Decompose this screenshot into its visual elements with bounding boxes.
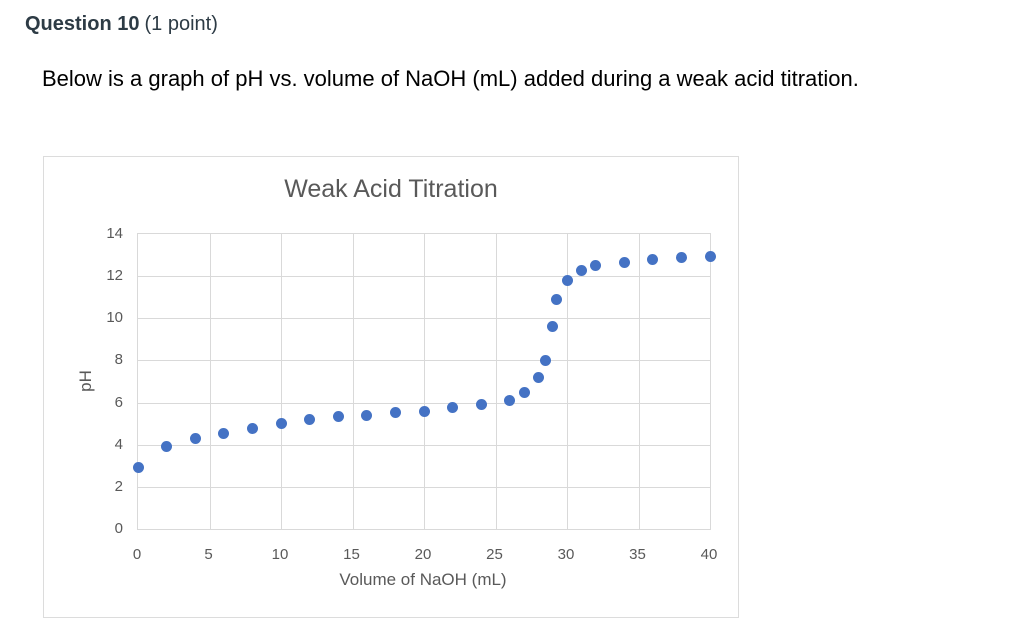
data-point bbox=[275, 418, 287, 430]
data-point bbox=[132, 462, 144, 474]
data-point bbox=[675, 251, 687, 263]
y-tick-label: 14 bbox=[106, 225, 123, 242]
y-axis-title-text: pH bbox=[75, 369, 95, 392]
data-point bbox=[551, 293, 563, 305]
data-point bbox=[704, 250, 716, 262]
horizontal-gridline bbox=[138, 402, 710, 404]
data-point bbox=[518, 386, 530, 398]
vertical-gridline bbox=[352, 234, 354, 529]
data-point bbox=[218, 427, 230, 439]
x-tick-label: 10 bbox=[271, 546, 289, 563]
horizontal-gridline bbox=[138, 360, 710, 362]
question-header: Question 10 (1 point) bbox=[25, 13, 218, 36]
y-tick-label: 6 bbox=[114, 393, 123, 411]
data-point bbox=[447, 402, 459, 414]
vertical-gridline bbox=[638, 234, 640, 529]
vertical-gridline bbox=[567, 234, 568, 529]
y-tick-label: 10 bbox=[106, 309, 123, 327]
x-tick-label: 20 bbox=[414, 546, 432, 563]
data-point bbox=[575, 265, 587, 277]
x-tick-label: 5 bbox=[204, 546, 213, 563]
data-point bbox=[590, 260, 602, 272]
data-point bbox=[361, 409, 373, 421]
data-point bbox=[532, 371, 544, 383]
data-point bbox=[418, 405, 430, 417]
y-tick-label: 8 bbox=[114, 351, 123, 369]
data-point bbox=[389, 406, 401, 418]
question-prompt: Below is a graph of pH vs. volume of NaO… bbox=[42, 66, 859, 91]
data-point bbox=[561, 274, 573, 286]
y-tick-label: 4 bbox=[114, 435, 123, 453]
x-tick-label: 40 bbox=[700, 546, 718, 563]
x-tick-label: 30 bbox=[557, 546, 575, 563]
question-points: (1 point) bbox=[144, 13, 218, 35]
data-point bbox=[475, 399, 487, 411]
question-number: Question 10 bbox=[25, 13, 140, 35]
x-tick-label: 0 bbox=[132, 546, 142, 563]
vertical-gridline bbox=[209, 234, 211, 529]
titration-chart: Weak Acid Titration pH 0 5 10 15 20 25 30 35 40 0… bbox=[43, 156, 739, 618]
vertical-gridline bbox=[424, 234, 425, 529]
data-point bbox=[618, 256, 630, 268]
y-tick-label: 0 bbox=[114, 520, 123, 537]
data-point bbox=[540, 354, 552, 366]
x-tick-label: 35 bbox=[629, 546, 646, 563]
data-point bbox=[246, 423, 258, 435]
data-point bbox=[647, 253, 659, 265]
horizontal-gridline bbox=[138, 444, 710, 446]
horizontal-gridline bbox=[138, 486, 710, 488]
data-point bbox=[189, 432, 201, 444]
x-axis-title: Volume of NaOH (mL) bbox=[339, 570, 507, 589]
vertical-gridline bbox=[495, 234, 497, 529]
data-point bbox=[332, 410, 344, 422]
y-tick-label: 2 bbox=[114, 477, 123, 495]
horizontal-gridline bbox=[138, 276, 710, 278]
x-tick-label: 15 bbox=[343, 546, 360, 563]
y-tick-label: 12 bbox=[106, 267, 123, 285]
data-point bbox=[547, 321, 559, 333]
chart-title: Weak Acid Titration bbox=[284, 175, 498, 203]
data-point bbox=[161, 441, 173, 453]
data-point bbox=[304, 413, 316, 425]
vertical-gridline bbox=[281, 234, 282, 529]
horizontal-gridline bbox=[138, 318, 710, 320]
plot-area bbox=[132, 233, 716, 530]
x-tick-label: 25 bbox=[486, 546, 503, 563]
data-point bbox=[504, 394, 516, 406]
